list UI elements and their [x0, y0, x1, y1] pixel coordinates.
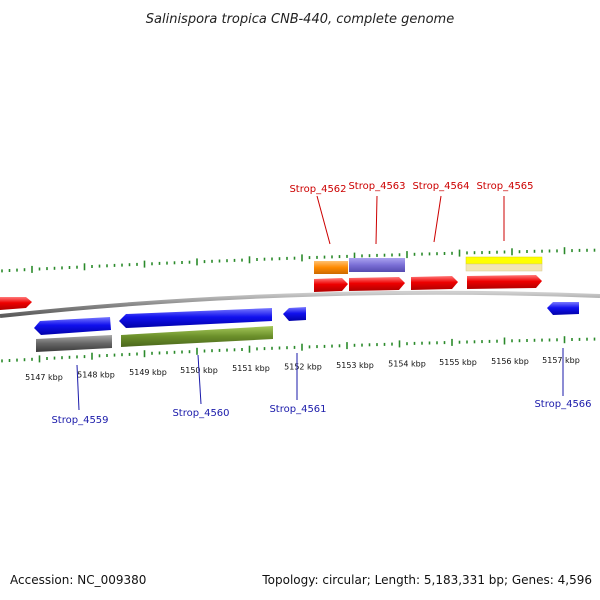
leader-4559	[76, 364, 80, 411]
cds-forward-4562	[314, 278, 348, 292]
ruler-label: 5155 kbp	[439, 358, 477, 367]
gene-label-strop-4562: Strop_4562	[289, 184, 346, 195]
ruler-label: 5153 kbp	[336, 361, 374, 370]
feature-purple-box	[349, 258, 405, 272]
leader-4564	[433, 195, 442, 243]
cds-forward-4564	[411, 276, 458, 290]
ruler-label: 5149 kbp	[129, 368, 167, 377]
ruler-label: 5147 kbp	[25, 373, 63, 382]
cds-forward-4565	[467, 275, 542, 289]
ruler-label: 5154 kbp	[388, 359, 426, 368]
footer-accession: Accession: NC_009380	[10, 573, 147, 587]
ruler-label: 5157 kbp	[542, 356, 580, 365]
feature-olive-bar	[121, 326, 273, 347]
cds-forward-left-edge	[0, 297, 32, 310]
gene-label-strop-4561: Strop_4561	[269, 404, 326, 415]
ruler-label: 5148 kbp	[77, 371, 115, 380]
inner-tick-row	[1, 336, 596, 363]
feature-tan-box	[465, 263, 543, 272]
gene-label-strop-4564: Strop_4564	[412, 181, 469, 192]
cds-reverse-4566	[547, 302, 579, 315]
gene-label-strop-4560: Strop_4560	[172, 408, 229, 419]
feature-gray-bar	[36, 335, 112, 352]
leader-lines	[76, 195, 564, 411]
cds-reverse-4559	[34, 317, 111, 335]
outer-tick-row	[1, 247, 596, 273]
cds-forward-4563	[349, 277, 405, 291]
ruler-label: 5151 kbp	[232, 364, 270, 373]
ruler-label: 5152 kbp	[284, 363, 322, 372]
map-title: Salinispora tropica CNB-440, complete ge…	[146, 12, 454, 27]
gene-label-strop-4563: Strop_4563	[348, 181, 405, 192]
leader-4560	[197, 354, 202, 405]
feature-orange-box	[314, 261, 348, 274]
genome-backbone	[0, 290, 600, 318]
footer-summary: Topology: circular; Length: 5,183,331 bp…	[262, 573, 592, 587]
feature-yellow-box	[465, 256, 543, 265]
gene-label-strop-4565: Strop_4565	[476, 181, 533, 192]
ruler-label: 5156 kbp	[491, 357, 529, 366]
leader-4562	[316, 195, 331, 245]
cds-reverse-4561	[283, 307, 306, 321]
cds-reverse-4560	[119, 308, 272, 328]
gene-label-strop-4566: Strop_4566	[534, 399, 591, 410]
ruler-labels: 5147 kbp 5148 kbp 5149 kbp 5150 kbp 5151 kbp…	[25, 356, 580, 382]
gene-label-strop-4559: Strop_4559	[51, 415, 108, 426]
leader-4563	[375, 195, 378, 245]
